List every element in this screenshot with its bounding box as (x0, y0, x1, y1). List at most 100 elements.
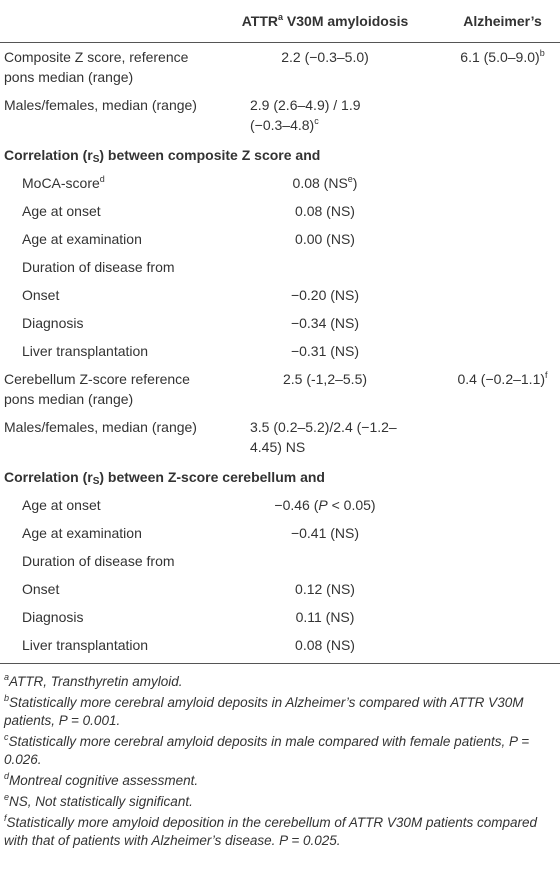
value-cell (205, 253, 445, 281)
superscript: f (545, 370, 548, 380)
data-row: Diagnosis −0.34 (NS) (0, 309, 560, 337)
data-row: Age at onset −0.46 (P < 0.05) (0, 491, 560, 519)
superscript: b (539, 48, 545, 58)
value: 2.2 (−0.3–5.0) (281, 47, 369, 67)
value-cell: 0.00 (NS) (205, 225, 445, 253)
footnotes: aATTR, Transthyretin amyloid. bStatistica… (0, 664, 560, 850)
subscript: S (92, 154, 100, 165)
text-run: −0.41 (NS) (290, 525, 360, 541)
text-run: Onset (22, 581, 60, 597)
text-run: Males/females, median (range) (4, 419, 197, 435)
row-label: Age at onset (0, 491, 205, 519)
superscript: d (4, 771, 10, 781)
value: −0.34 (NS) (291, 313, 359, 333)
text-run: Correlation (r (4, 147, 93, 163)
value: −0.20 (NS) (291, 285, 359, 305)
text-run: 0.00 (NS) (295, 231, 355, 247)
text-run: 0.11 (NS) (295, 609, 355, 625)
text-run: Diagnosis (22, 609, 84, 625)
superscript: e (4, 792, 10, 802)
footnote: bStatistically more cerebral amyloid dep… (4, 694, 556, 730)
value-cell: −0.20 (NS) (205, 281, 445, 309)
value-cell (445, 91, 560, 139)
superscript: d (99, 174, 105, 184)
text-run: NS, Not statistically significant. (9, 794, 193, 809)
header-cell: ATTRa V30M amyloidosis (205, 0, 445, 43)
value: 2.5 (-1,2–5.5) (283, 369, 367, 389)
text-run: −0.20 (NS) (290, 287, 360, 303)
value-cell: −0.31 (NS) (205, 337, 445, 365)
footnote: fStatistically more amyloid deposition i… (4, 814, 556, 850)
value-cell (445, 519, 560, 547)
value-cell (445, 337, 560, 365)
header-row: ATTRa V30M amyloidosis Alzheimer’s (0, 0, 560, 43)
text-run: 0.4 (−0.2–1.1) (457, 371, 546, 387)
text-run: −0.34 (NS) (290, 315, 360, 331)
text-run: MoCA-score (22, 175, 100, 191)
value-cell (445, 225, 560, 253)
value: 0.4 (−0.2–1.1)f (457, 369, 547, 389)
text-run: Statistically more amyloid deposition in… (4, 815, 538, 848)
row-label: Onset (0, 281, 205, 309)
text-run: V30M amyloidosis (283, 13, 409, 29)
text-run: Age at onset (22, 203, 101, 219)
text-run: < 0.05) (327, 497, 376, 513)
table-body: Composite Z score, reference pons median… (0, 43, 560, 664)
text-run: 0.12 (NS) (295, 581, 355, 597)
table-document: ATTRa V30M amyloidosis Alzheimer’s Compos… (0, 0, 560, 850)
value-cell: 2.2 (−0.3–5.0) (205, 43, 445, 92)
row-label: Liver transplantation (0, 631, 205, 664)
text-run: −0.46 ( (274, 497, 319, 513)
section-row: Correlation (rS) between Z-score cerebel… (0, 461, 560, 491)
footnote: aATTR, Transthyretin amyloid. (4, 673, 556, 691)
value-cell (445, 197, 560, 225)
row-label: Age at examination (0, 225, 205, 253)
value-cell (445, 413, 560, 461)
superscript: a (278, 12, 284, 22)
row-label: Composite Z score, reference pons median… (0, 43, 205, 92)
footnote: dMontreal cognitive assessment. (4, 772, 556, 790)
value-cell: 3.5 (0.2–5.2)/2.4 (−1.2–4.45) NS (205, 413, 445, 461)
data-row: Duration of disease from (0, 547, 560, 575)
text-run: Composite Z score, reference pons median… (4, 49, 189, 85)
row-label: MoCA-scored (0, 169, 205, 197)
value-cell: −0.46 (P < 0.05) (205, 491, 445, 519)
text-run: Age at examination (22, 231, 142, 247)
text-run: Onset (22, 287, 60, 303)
value: 0.08 (NSe) (293, 173, 358, 193)
data-row: Age at examination 0.00 (NS) (0, 225, 560, 253)
value-cell (445, 281, 560, 309)
italic-run: P (318, 497, 328, 513)
row-label: Males/females, median (range) (0, 413, 205, 461)
text-run: Liver transplantation (22, 637, 149, 653)
text-run: 3.5 (0.2–5.2)/2.4 (−1.2–4.45) NS (250, 419, 397, 455)
row-label: Duration of disease from (0, 253, 205, 281)
footnote: eNS, Not statistically significant. (4, 793, 556, 811)
text-run: Age at examination (22, 525, 142, 541)
data-row: Males/females, median (range) 2.9 (2.6–4.… (0, 91, 560, 139)
header-cell: Alzheimer’s (445, 0, 560, 43)
text-run: 2.2 (−0.3–5.0) (281, 49, 369, 65)
data-row: Onset −0.20 (NS) (0, 281, 560, 309)
text-run: ) between composite Z score and (99, 147, 321, 163)
text-run: Liver transplantation (22, 343, 149, 359)
value-cell (445, 631, 560, 664)
value: −0.46 (P < 0.05) (274, 495, 375, 515)
value: 3.5 (0.2–5.2)/2.4 (−1.2–4.45) NS (250, 417, 400, 457)
superscript: a (4, 672, 10, 682)
text-run: ) (352, 175, 358, 191)
value-cell: 2.5 (-1,2–5.5) (205, 365, 445, 413)
row-label: Age at onset (0, 197, 205, 225)
header-cell (0, 0, 205, 43)
text-run: Duration of disease from (22, 553, 175, 569)
value: −0.31 (NS) (291, 341, 359, 361)
row-label: Cerebellum Z-score reference pons median… (0, 365, 205, 413)
superscript: f (4, 813, 7, 823)
text-run: Montreal cognitive assessment. (9, 773, 199, 788)
section-row: Correlation (rS) between composite Z sco… (0, 139, 560, 169)
value-cell: 2.9 (2.6–4.9) / 1.9 (−0.3–4.8)c (205, 91, 445, 139)
value: 2.9 (2.6–4.9) / 1.9 (−0.3–4.8)c (250, 95, 400, 135)
row-label: Liver transplantation (0, 337, 205, 365)
text-run: Statistically more cerebral amyloid depo… (4, 734, 530, 767)
